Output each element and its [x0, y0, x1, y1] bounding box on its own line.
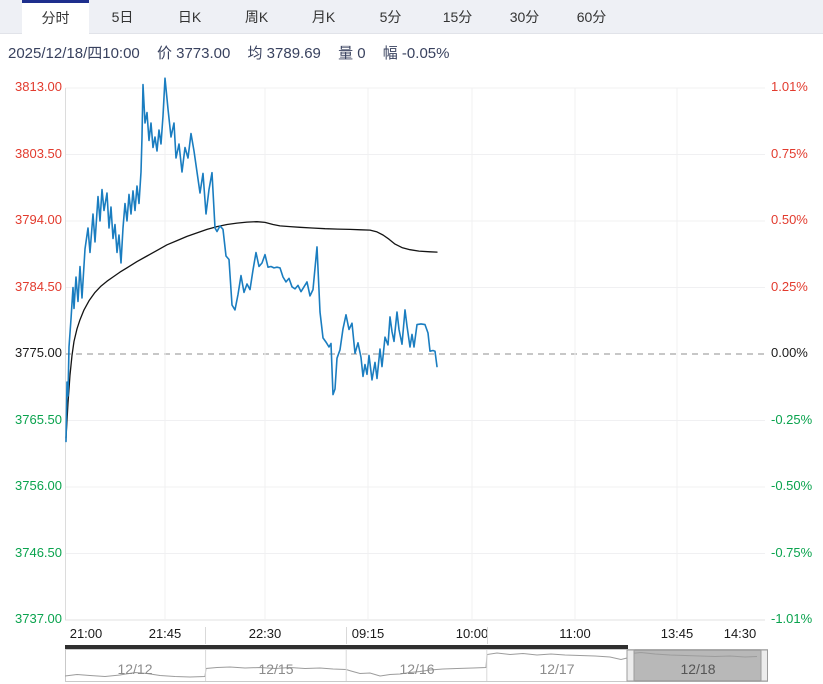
- status-average: 均 3789.69: [247, 45, 321, 62]
- y-axis-right-label: 0.50%: [771, 212, 808, 227]
- y-axis-left-label: 3765.50: [15, 411, 62, 427]
- y-axis-left-label: 3813.00: [15, 79, 62, 94]
- y-axis-right-label: 1.01%: [771, 79, 808, 94]
- x-axis-label: 09:15: [351, 626, 385, 641]
- navigator-date[interactable]: 12/17: [539, 661, 575, 677]
- date-range-navigator[interactable]: [65, 649, 768, 682]
- x-axis-label: 11:00: [559, 626, 591, 641]
- navigator-date[interactable]: 12/12: [117, 661, 153, 677]
- tab-time-share[interactable]: 分时: [22, 0, 89, 34]
- tab-weekly-k[interactable]: 周K: [244, 9, 269, 25]
- quote-status-line: 2025/12/18/四10:00 价 3773.00 均 3789.69 量 …: [8, 42, 462, 63]
- x-axis-label: 21:45: [148, 626, 182, 641]
- y-axis-right-label-zero: 0.00%: [771, 345, 808, 360]
- x-axis-tick: [346, 627, 347, 644]
- y-axis-left-label: 3803.50: [15, 145, 62, 161]
- x-axis-label: 22:30: [248, 626, 282, 641]
- x-axis-tick: [205, 627, 206, 644]
- period-tabbar: 分时 5日 日K 周K 月K 5分 15分 30分 60分: [0, 0, 823, 34]
- x-axis-tick: [487, 627, 488, 644]
- y-axis-left-label: 3756.00: [15, 478, 62, 493]
- y-axis-right-label: 0.25%: [771, 278, 808, 294]
- y-axis-right-label: -0.50%: [771, 478, 813, 493]
- y-axis-left-label: 3794.00: [15, 212, 62, 227]
- navigator-date[interactable]: 12/16: [399, 661, 435, 677]
- tab-daily-k[interactable]: 日K: [177, 9, 202, 25]
- navigator-date-selected[interactable]: 12/18: [680, 661, 716, 677]
- intraday-price-chart: [65, 77, 765, 621]
- tab-5min[interactable]: 5分: [379, 9, 402, 25]
- navigator-scroll-track[interactable]: [65, 645, 628, 649]
- y-axis-left-label: 3746.50: [15, 544, 62, 560]
- status-volume: 量 0: [338, 45, 366, 62]
- x-axis-label: 21:00: [69, 626, 103, 641]
- navigator-date[interactable]: 12/15: [258, 661, 294, 677]
- y-axis-left-label-prev-close: 3775.00: [15, 345, 62, 360]
- y-axis-right-label: -1.01%: [771, 611, 813, 626]
- y-axis-left-label: 3737.00: [15, 611, 62, 626]
- y-axis-right-label: -0.75%: [771, 544, 813, 560]
- status-change: 幅 -0.05%: [382, 45, 450, 62]
- x-axis-label: 14:30: [723, 626, 757, 641]
- y-axis-right-label: -0.25%: [771, 411, 813, 427]
- x-axis-label: 13:45: [660, 626, 694, 641]
- x-axis-label: 10:00: [455, 626, 489, 641]
- tab-15min[interactable]: 15分: [442, 9, 473, 25]
- status-price: 价 3773.00: [156, 45, 231, 62]
- tab-60min[interactable]: 60分: [576, 9, 607, 25]
- y-axis-right-label: 0.75%: [771, 145, 808, 161]
- tab-5day[interactable]: 5日: [111, 9, 134, 25]
- tab-monthly-k[interactable]: 月K: [311, 9, 336, 25]
- status-datetime: 2025/12/18/四10:00: [8, 45, 140, 62]
- tab-30min[interactable]: 30分: [509, 9, 540, 25]
- y-axis-left-label: 3784.50: [15, 278, 62, 294]
